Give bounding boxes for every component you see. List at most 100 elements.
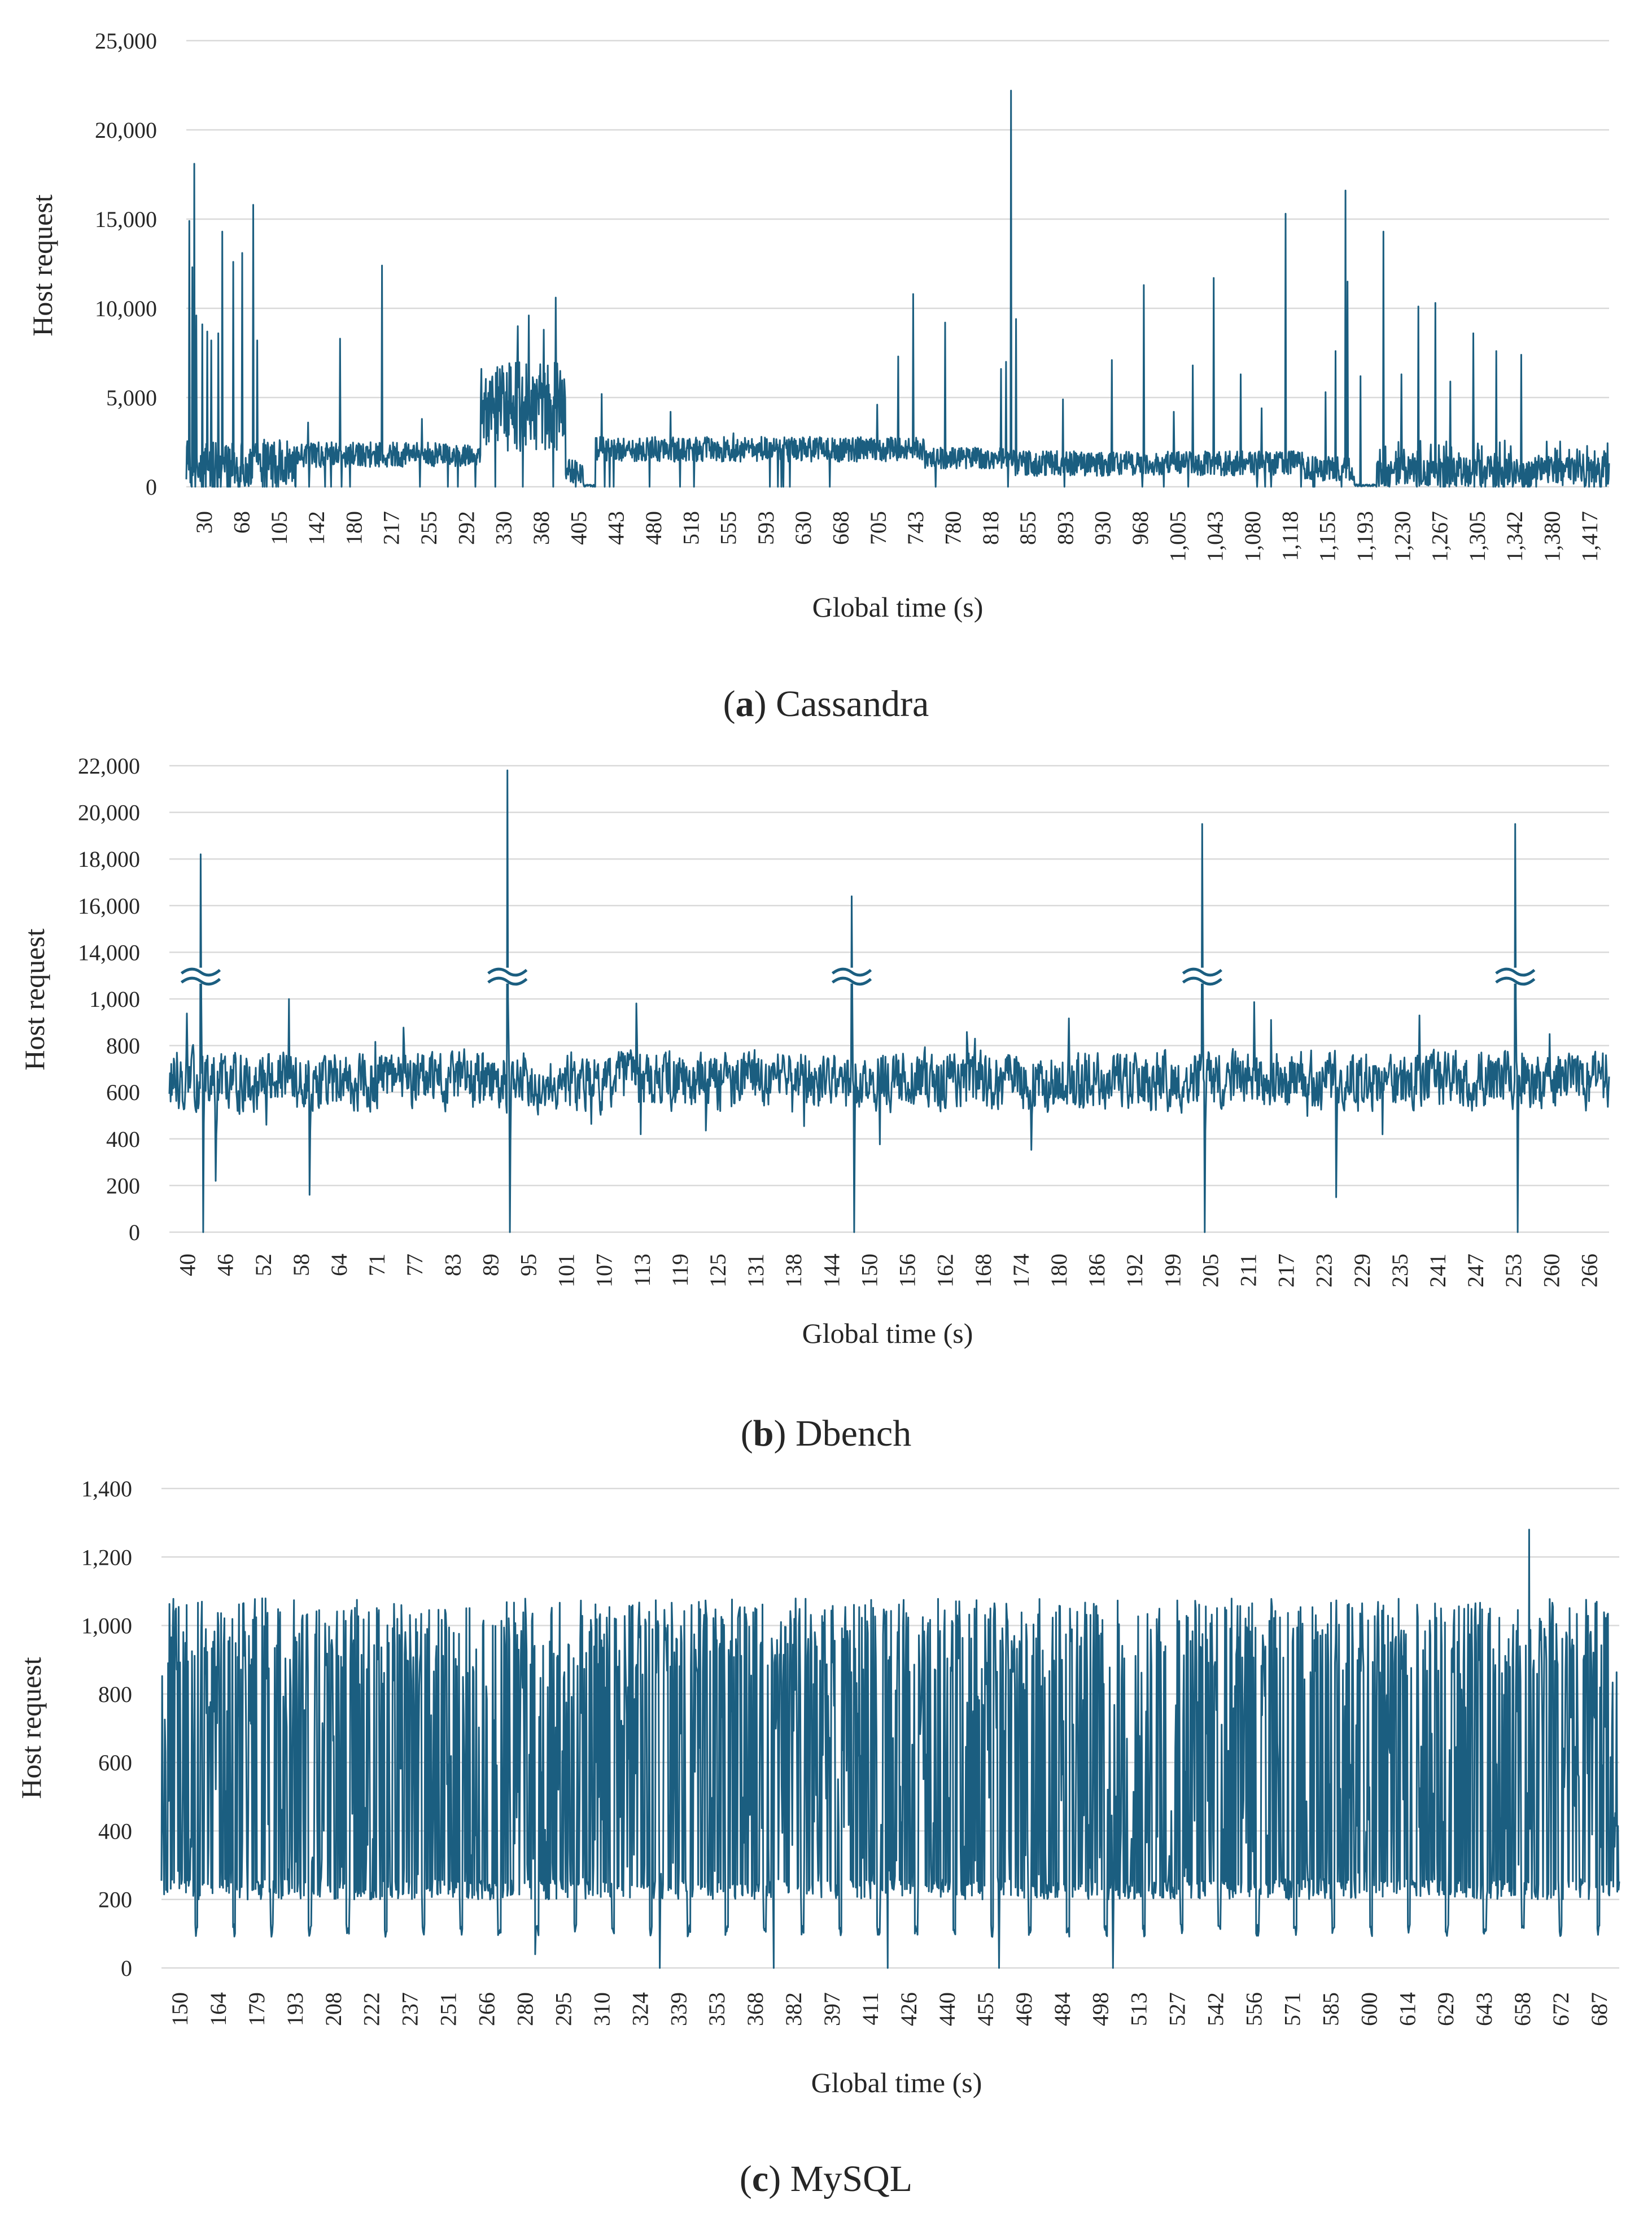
dbench-x-tick-label: 156 xyxy=(895,1254,920,1287)
dbench-y-tick-label: 600 xyxy=(106,1080,140,1105)
cassandra-y-tick-labels: 0 5,000 10,000 15,000 20,000 25,000 xyxy=(95,28,157,500)
dbench-y-axis-label: Host request xyxy=(19,928,50,1070)
dbench-x-tick-label: 125 xyxy=(705,1254,731,1287)
dbench-y-tick-label: 200 xyxy=(106,1173,140,1198)
mysql-x-tick-label: 426 xyxy=(896,1992,921,2026)
mysql-y-tick-label: 200 xyxy=(98,1887,132,1913)
cassandra-y-tick-label: 20,000 xyxy=(95,117,157,143)
mysql-x-tick-label: 280 xyxy=(513,1992,538,2026)
mysql-x-tick-label: 411 xyxy=(858,1992,883,2026)
cassandra-x-tick-label: 743 xyxy=(903,511,928,545)
dbench-x-tick-label: 241 xyxy=(1425,1254,1450,1287)
mysql-x-tick-label: 658 xyxy=(1510,1992,1535,2026)
mysql-x-tick-label: 150 xyxy=(167,1992,193,2026)
cassandra-x-tick-label: 780 xyxy=(941,511,966,545)
dbench-x-tick-label: 107 xyxy=(592,1254,617,1287)
cassandra-y-axis-label: Host request xyxy=(27,194,58,336)
dbench-x-tick-label: 77 xyxy=(402,1254,427,1276)
cassandra-caption-letter: a xyxy=(736,683,754,724)
mysql-x-tick-label: 687 xyxy=(1587,1992,1612,2026)
cassandra-x-tick-label: 405 xyxy=(566,511,591,545)
cassandra-x-tick-labels: 30 68 105 142 180 217 255 292 330 368 405 443 480 518… xyxy=(191,511,1602,562)
dbench-x-tick-label: 89 xyxy=(478,1254,503,1276)
mysql-chart: 0 200 400 600 800 1,000 1,200 1,400 150 164 179 19… xyxy=(15,1476,1620,2199)
mysql-x-tick-label: 455 xyxy=(973,1992,998,2026)
dbench-break-mark xyxy=(487,967,528,977)
dbench-x-tick-label: 138 xyxy=(781,1254,806,1287)
cassandra-x-tick-label: 1,193 xyxy=(1352,511,1378,562)
cassandra-x-tick-label: 893 xyxy=(1052,511,1078,545)
dbench-break-mark xyxy=(487,976,528,986)
mysql-x-tick-label: 614 xyxy=(1395,1992,1420,2026)
cassandra-x-tick-label: 443 xyxy=(604,511,629,545)
cassandra-x-tick-label: 105 xyxy=(266,511,292,545)
cassandra-x-tick-label: 1,005 xyxy=(1165,511,1190,562)
mysql-y-axis-label: Host request xyxy=(15,1657,47,1799)
cassandra-y-tick-label: 10,000 xyxy=(95,296,157,321)
mysql-x-tick-label: 397 xyxy=(819,1992,845,2026)
cassandra-y-tick-label: 15,000 xyxy=(95,207,157,232)
dbench-caption-letter: b xyxy=(753,1413,774,1454)
dbench-x-tick-label: 260 xyxy=(1539,1254,1564,1287)
dbench-x-tick-label: 40 xyxy=(175,1254,200,1276)
dbench-caption: (b) Dbench xyxy=(741,1413,911,1454)
dbench-y-tick-label: 0 xyxy=(129,1220,140,1245)
mysql-caption: (c) MySQL xyxy=(740,2158,912,2199)
mysql-x-tick-label: 585 xyxy=(1318,1992,1343,2026)
mysql-x-tick-label: 193 xyxy=(282,1992,308,2026)
dbench-x-tick-label: 131 xyxy=(743,1254,768,1287)
dbench-x-tick-label: 95 xyxy=(516,1254,541,1276)
cassandra-x-tick-label: 630 xyxy=(790,511,816,545)
dbench-break-mark xyxy=(1182,976,1223,986)
cassandra-x-tick-label: 668 xyxy=(828,511,854,545)
dbench-x-tick-label: 229 xyxy=(1349,1254,1375,1287)
dbench-x-tick-label: 192 xyxy=(1122,1254,1147,1287)
mysql-x-tick-label: 368 xyxy=(742,1992,768,2026)
mysql-y-tick-label: 400 xyxy=(98,1818,132,1844)
cassandra-gridlines xyxy=(186,40,1609,488)
dbench-x-tick-label: 113 xyxy=(630,1254,655,1287)
dbench-break-mark xyxy=(831,967,872,977)
cassandra-x-tick-label: 518 xyxy=(678,511,703,545)
dbench-y-tick-label: 16,000 xyxy=(78,893,140,919)
dbench-x-tick-label: 266 xyxy=(1576,1254,1602,1287)
cassandra-x-tick-label: 255 xyxy=(416,511,442,545)
mysql-x-tick-label: 208 xyxy=(321,1992,346,2026)
mysql-x-tick-label: 643 xyxy=(1471,1992,1497,2026)
mysql-x-tick-label: 222 xyxy=(359,1992,384,2026)
mysql-caption-text: MySQL xyxy=(790,2158,912,2199)
cassandra-x-tick-label: 217 xyxy=(379,511,404,545)
dbench-x-tick-label: 180 xyxy=(1046,1254,1072,1287)
mysql-y-tick-label: 600 xyxy=(98,1750,132,1775)
mysql-x-tick-label: 571 xyxy=(1279,1992,1305,2026)
dbench-x-tick-labels: 40 46 52 58 64 71 77 83 89 95 101 107 113 119 125 131 13… xyxy=(175,1254,1602,1287)
mysql-x-tick-label: 251 xyxy=(436,1992,461,2026)
cassandra-x-tick-label: 68 xyxy=(229,511,255,534)
dbench-y-tick-label: 18,000 xyxy=(78,846,140,872)
mysql-x-tick-label: 542 xyxy=(1203,1992,1229,2026)
dbench-x-tick-label: 253 xyxy=(1501,1254,1526,1287)
cassandra-y-tick-label: 25,000 xyxy=(95,28,157,54)
cassandra-chart: 0 5,000 10,000 15,000 20,000 25,000 30 68 105 14… xyxy=(27,28,1610,724)
dbench-y-tick-label: 20,000 xyxy=(78,800,140,826)
dbench-break-mark xyxy=(831,976,872,986)
cassandra-series-line xyxy=(185,90,1610,488)
cassandra-x-tick-label: 180 xyxy=(341,511,366,545)
dbench-x-tick-label: 247 xyxy=(1463,1254,1488,1287)
dbench-x-tick-label: 235 xyxy=(1387,1254,1413,1287)
cassandra-x-tick-label: 368 xyxy=(528,511,554,545)
cassandra-y-tick-label: 5,000 xyxy=(106,385,157,411)
mysql-x-tick-label: 629 xyxy=(1433,1992,1458,2026)
cassandra-x-tick-label: 1,230 xyxy=(1389,511,1415,562)
mysql-series-line xyxy=(160,1529,1620,1969)
dbench-x-tick-label: 168 xyxy=(971,1254,996,1287)
dbench-break-mark xyxy=(1495,976,1536,986)
cassandra-x-tick-label: 1,267 xyxy=(1427,511,1453,562)
dbench-x-tick-label: 144 xyxy=(819,1254,844,1287)
cassandra-x-tick-label: 30 xyxy=(191,511,217,534)
cassandra-x-tick-label: 705 xyxy=(866,511,891,545)
dbench-x-tick-label: 71 xyxy=(364,1254,390,1276)
cassandra-x-tick-label: 1,118 xyxy=(1277,511,1303,561)
mysql-x-tick-label: 672 xyxy=(1548,1992,1574,2026)
